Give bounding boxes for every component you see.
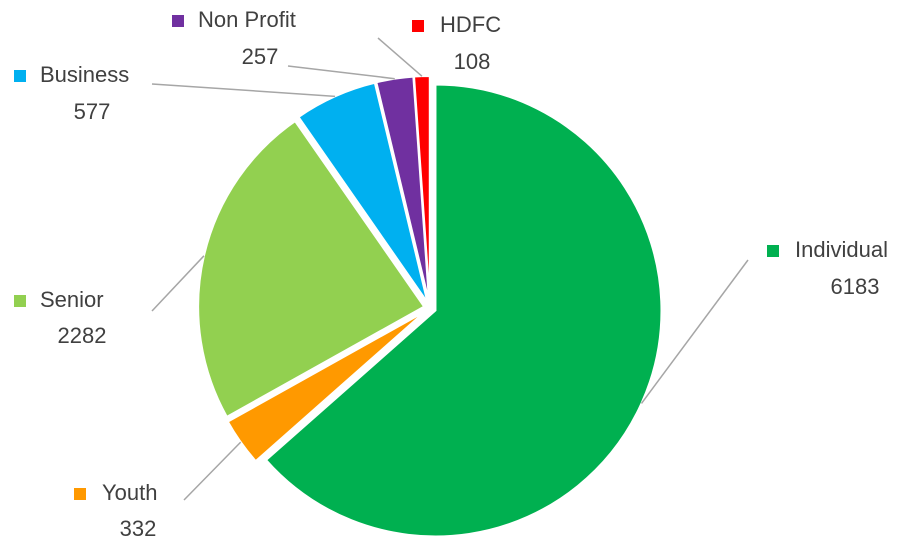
data-label-value: 6183 — [831, 274, 880, 299]
legend-marker — [172, 15, 184, 27]
leader-line — [640, 259, 749, 404]
data-label-name: Non Profit — [198, 7, 296, 32]
pie-slice — [264, 83, 663, 538]
data-label-name: Youth — [102, 480, 157, 505]
data-label-value: 577 — [74, 99, 111, 124]
legend-marker — [14, 295, 26, 307]
pie-slice — [297, 81, 429, 304]
pie-slice — [197, 119, 426, 419]
pie-slice — [412, 75, 431, 303]
legend-marker — [74, 488, 86, 500]
data-label-value: 2282 — [58, 323, 107, 348]
leader-line — [151, 83, 336, 98]
legend-marker — [412, 20, 424, 32]
leader-line — [183, 441, 242, 501]
data-label-name: Senior — [40, 287, 104, 312]
data-label-name: Business — [40, 62, 129, 87]
data-label-value: 257 — [242, 44, 279, 69]
pie-slice — [226, 310, 426, 463]
leader-line — [377, 37, 423, 77]
legend-marker — [767, 245, 779, 257]
data-label-name: Individual — [795, 237, 888, 262]
data-label-name: HDFC — [440, 12, 501, 37]
leader-line — [151, 255, 205, 312]
legend-marker — [14, 70, 26, 82]
data-label-value: 108 — [454, 49, 491, 74]
leader-line — [287, 65, 395, 80]
data-label-value: 332 — [120, 516, 157, 540]
